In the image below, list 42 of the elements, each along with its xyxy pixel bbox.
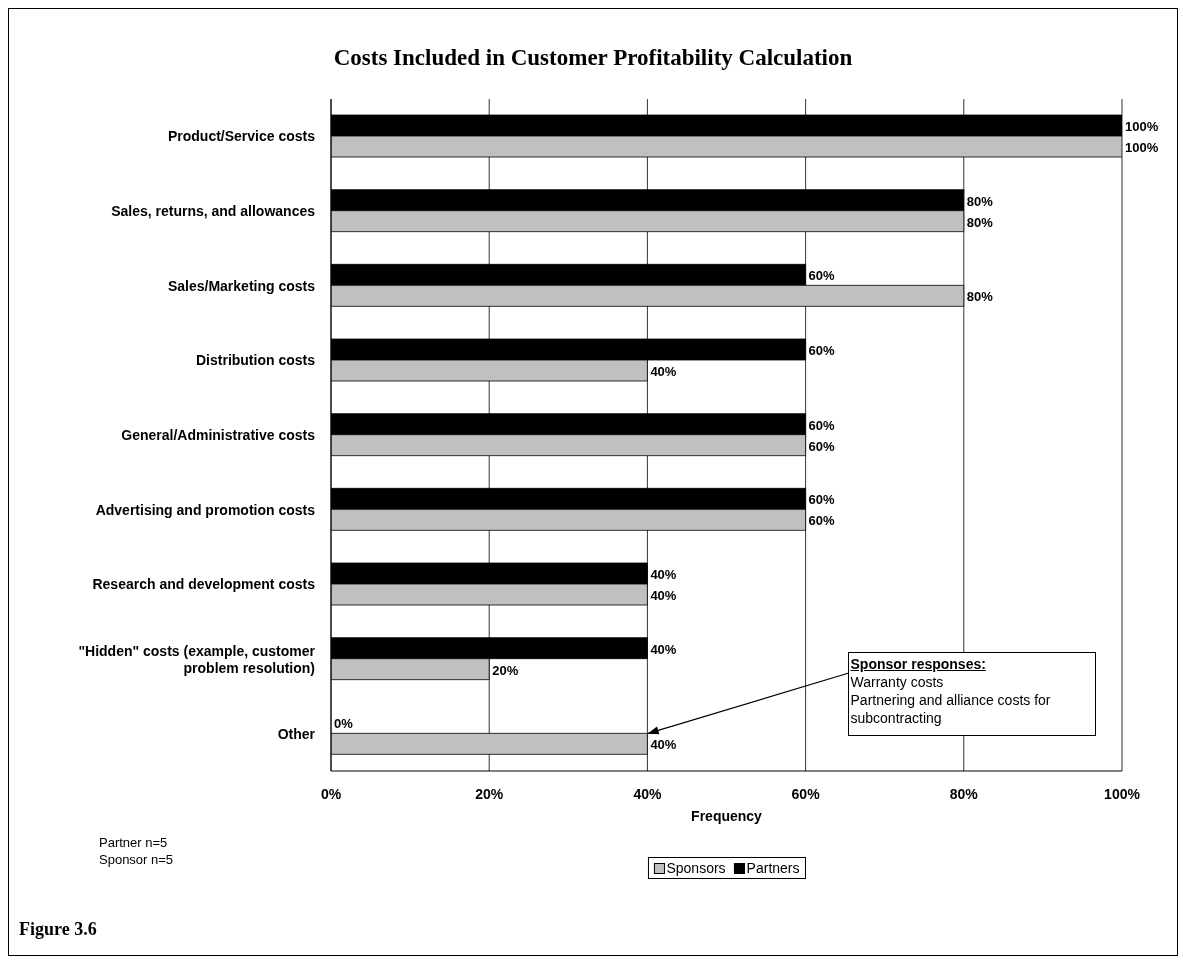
legend-label: Sponsors: [665, 860, 726, 876]
data-label: 80%: [966, 289, 994, 305]
text: Sponsor n=5: [99, 851, 174, 868]
y-tick-label: "Hidden" costs (example, customer problem resolution): [78, 643, 316, 676]
data-label: 60%: [808, 492, 836, 508]
data-label: 40%: [650, 363, 677, 379]
data-label: 100%: [1125, 118, 1159, 134]
data-label: 60%: [808, 268, 836, 284]
data-label: 40%: [650, 641, 677, 657]
data-label: 60%: [808, 438, 836, 454]
caption: Figure 3.6: [19, 919, 97, 940]
data-label: 60%: [808, 417, 836, 433]
x-tick-label: 80%: [949, 785, 979, 802]
callout-box: Sponsor responses: Warranty costs Partnering and alliance costs for subcontracting: [847, 651, 1096, 736]
y-tick-label: Sales, returns, and allowances: [111, 203, 316, 219]
data-label: 40%: [650, 587, 677, 603]
data-label: 60%: [808, 513, 836, 529]
y-tick-label: Research and development costs: [92, 576, 316, 593]
data-label: 40%: [650, 566, 677, 582]
x-tick-label: 40%: [633, 785, 662, 802]
y-tick-label: General/Administrative costs: [121, 427, 316, 443]
y-tick-label: Sales/Marketing costs: [167, 277, 316, 294]
text: Partner n=5: [99, 834, 169, 851]
chart-title: Costs Included in Customer Profitability Calculation: [332, 45, 854, 71]
x-tick-label: 60%: [791, 785, 821, 802]
x-tick-label: 0%: [320, 785, 342, 802]
data-label: 40%: [650, 737, 677, 753]
y-tick-label: Other: [277, 725, 316, 742]
y-tick-label: Product/Service costs: [167, 128, 316, 145]
annotation: Sponsor responses: Warranty costs Partnering and alliance costs for subcontracting: [850, 654, 1052, 727]
data-label: 100%: [1125, 139, 1159, 155]
data-label: 0%: [334, 716, 354, 732]
y-tick-label: Distribution costs: [195, 352, 316, 369]
x-axis-title: Frequency: [691, 807, 763, 824]
data-label: 20%: [492, 662, 519, 678]
data-label: 80%: [966, 193, 994, 209]
x-tick-label: 100%: [1104, 785, 1141, 802]
data-label: 60%: [808, 342, 836, 358]
legend-label: Partners: [745, 860, 800, 876]
y-tick-label: Advertising and promotion costs: [95, 501, 316, 518]
data-label: 80%: [966, 214, 994, 230]
x-tick-label: 20%: [475, 785, 504, 802]
